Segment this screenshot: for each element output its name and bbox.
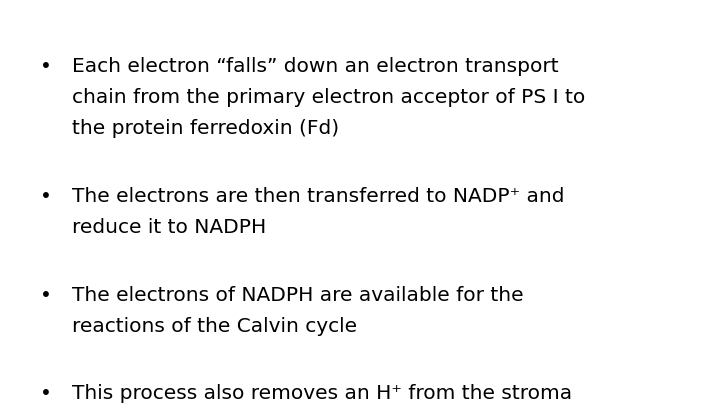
Text: •: • bbox=[40, 57, 51, 76]
Text: reactions of the Calvin cycle: reactions of the Calvin cycle bbox=[72, 317, 357, 336]
Text: This process also removes an H⁺ from the stroma: This process also removes an H⁺ from the… bbox=[72, 384, 572, 403]
Text: •: • bbox=[40, 384, 51, 403]
Text: The electrons of NADPH are available for the: The electrons of NADPH are available for… bbox=[72, 286, 523, 305]
Text: Each electron “falls” down an electron transport: Each electron “falls” down an electron t… bbox=[72, 57, 559, 76]
Text: •: • bbox=[40, 286, 51, 305]
Text: The electrons are then transferred to NADP⁺ and: The electrons are then transferred to NA… bbox=[72, 187, 564, 206]
Text: reduce it to NADPH: reduce it to NADPH bbox=[72, 218, 266, 237]
Text: chain from the primary electron acceptor of PS I to: chain from the primary electron acceptor… bbox=[72, 88, 585, 107]
Text: the protein ferredoxin (Fd): the protein ferredoxin (Fd) bbox=[72, 119, 339, 138]
Text: •: • bbox=[40, 187, 51, 206]
